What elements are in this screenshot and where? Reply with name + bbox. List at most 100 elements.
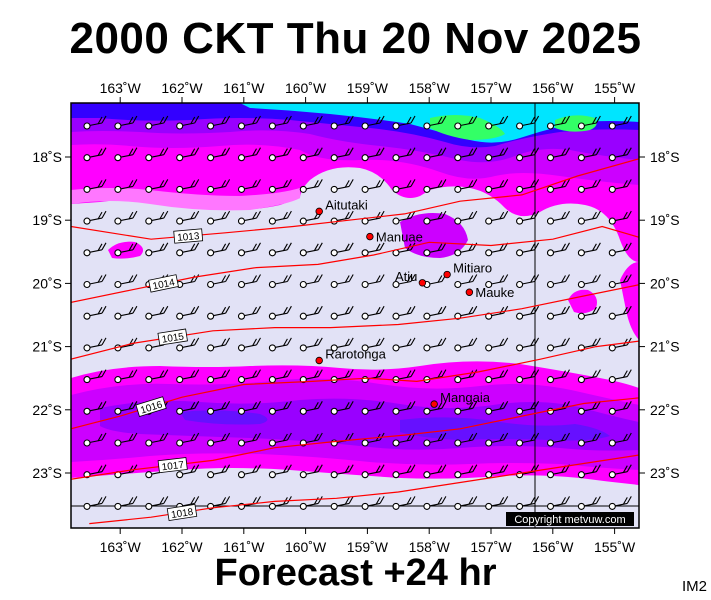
wind-barb	[330, 496, 354, 510]
wind-barb	[608, 496, 632, 510]
wind-shading-north-green2	[555, 115, 597, 132]
wind-barb	[392, 337, 416, 352]
wind-barb	[176, 115, 200, 130]
wind-barb	[268, 401, 292, 415]
wind-barb	[330, 305, 354, 320]
wind-barb	[423, 179, 447, 193]
wind-barb	[114, 210, 138, 225]
lon-label-top: 161˚W	[223, 80, 265, 96]
lon-label-top: 160˚W	[285, 80, 327, 96]
wind-barb	[546, 179, 570, 193]
lat-label-right: 19˚S	[650, 212, 680, 228]
wind-barb	[546, 496, 570, 510]
wind-barb	[577, 210, 601, 225]
place-label: Aitutaki	[325, 197, 368, 212]
forecast-label: Forecast +24 hr	[214, 552, 497, 594]
wind-barb	[454, 432, 478, 447]
lat-label-left: 19˚S	[32, 212, 62, 228]
lat-label-left: 21˚S	[32, 339, 62, 355]
wind-barb	[145, 179, 169, 193]
wind-barb	[577, 115, 601, 130]
wind-barb	[268, 115, 292, 130]
wind-barb	[516, 337, 540, 352]
wind-barb	[577, 496, 601, 510]
wind-shading-mid-pocket	[400, 213, 468, 258]
wind-barb	[83, 115, 107, 130]
wind-barb	[237, 464, 261, 479]
place-label: Manuae	[376, 230, 423, 245]
wind-barb	[423, 305, 447, 320]
place-label: Mauke	[475, 285, 514, 300]
wind-barb	[299, 242, 323, 257]
wind-barb	[299, 369, 323, 384]
wind-barb	[176, 179, 200, 193]
wind-barb	[299, 305, 323, 320]
place-label: Rarotonga	[325, 347, 386, 362]
wind-barb	[608, 242, 632, 257]
wind-barb	[392, 179, 416, 193]
place-label: Atiu	[395, 269, 417, 284]
wind-barb	[423, 464, 447, 479]
wind-barb	[485, 115, 509, 130]
wind-barb	[330, 337, 354, 352]
wind-barb	[546, 432, 570, 447]
map-frame	[70, 102, 640, 529]
wind-barb	[83, 147, 107, 162]
copyright-text: Copyright metvuw.com	[514, 514, 625, 526]
wind-barb	[176, 337, 200, 352]
wind-barb	[176, 147, 200, 162]
wind-barb	[237, 242, 261, 257]
place-markers: Aitutaki Manuae Mitiaro Atiu Mauke Rarotonga M…	[315, 197, 514, 408]
wind-barb	[454, 337, 478, 352]
wind-barb	[207, 274, 231, 289]
wind-barb	[423, 210, 447, 225]
axis-ticks	[65, 97, 645, 534]
wind-barb	[608, 369, 632, 384]
wind-barb	[577, 305, 601, 320]
wind-barb	[577, 464, 601, 479]
wind-barb	[485, 496, 509, 510]
wind-barb	[392, 115, 416, 130]
wind-barb	[145, 242, 169, 257]
wind-barb	[423, 242, 447, 257]
lat-label-right: 23˚S	[650, 465, 680, 481]
wind-barb	[299, 179, 323, 193]
wind-barb	[83, 401, 107, 415]
wind-barb	[608, 305, 632, 320]
wind-barb	[145, 369, 169, 384]
lon-label-top: 156˚W	[532, 80, 574, 96]
wind-barb	[454, 274, 478, 289]
wind-barb	[485, 210, 509, 225]
wind-barb	[268, 242, 292, 257]
wind-barb	[516, 274, 540, 289]
lon-label-top: 158˚W	[409, 80, 451, 96]
wind-shading-east-pocket	[568, 289, 597, 314]
wind-barb	[546, 115, 570, 130]
wind-barb	[237, 274, 261, 289]
wind-barb	[608, 210, 632, 225]
wind-barb	[145, 496, 169, 510]
wind-barb	[485, 369, 509, 384]
wind-barb	[608, 337, 632, 352]
wind-barb	[485, 401, 509, 415]
wind-barb	[176, 432, 200, 447]
wind-barb	[114, 147, 138, 162]
wind-barb	[83, 242, 107, 257]
wind-barb	[299, 210, 323, 225]
copyright-box	[506, 512, 634, 526]
wind-barb	[237, 432, 261, 447]
wind-barb	[207, 432, 231, 447]
lon-label-bottom: 155˚W	[594, 539, 636, 555]
lon-label-top: 163˚W	[100, 80, 142, 96]
wind-barb	[516, 242, 540, 257]
wind-barb	[577, 179, 601, 193]
corner-code: IM2	[681, 578, 707, 595]
wind-barb	[361, 337, 385, 352]
place-marker: Aitutaki	[315, 197, 368, 216]
svg-text:1018: 1018	[170, 507, 194, 521]
wind-barb	[361, 242, 385, 257]
lat-label-left: 20˚S	[32, 275, 62, 291]
wind-barb	[268, 210, 292, 225]
